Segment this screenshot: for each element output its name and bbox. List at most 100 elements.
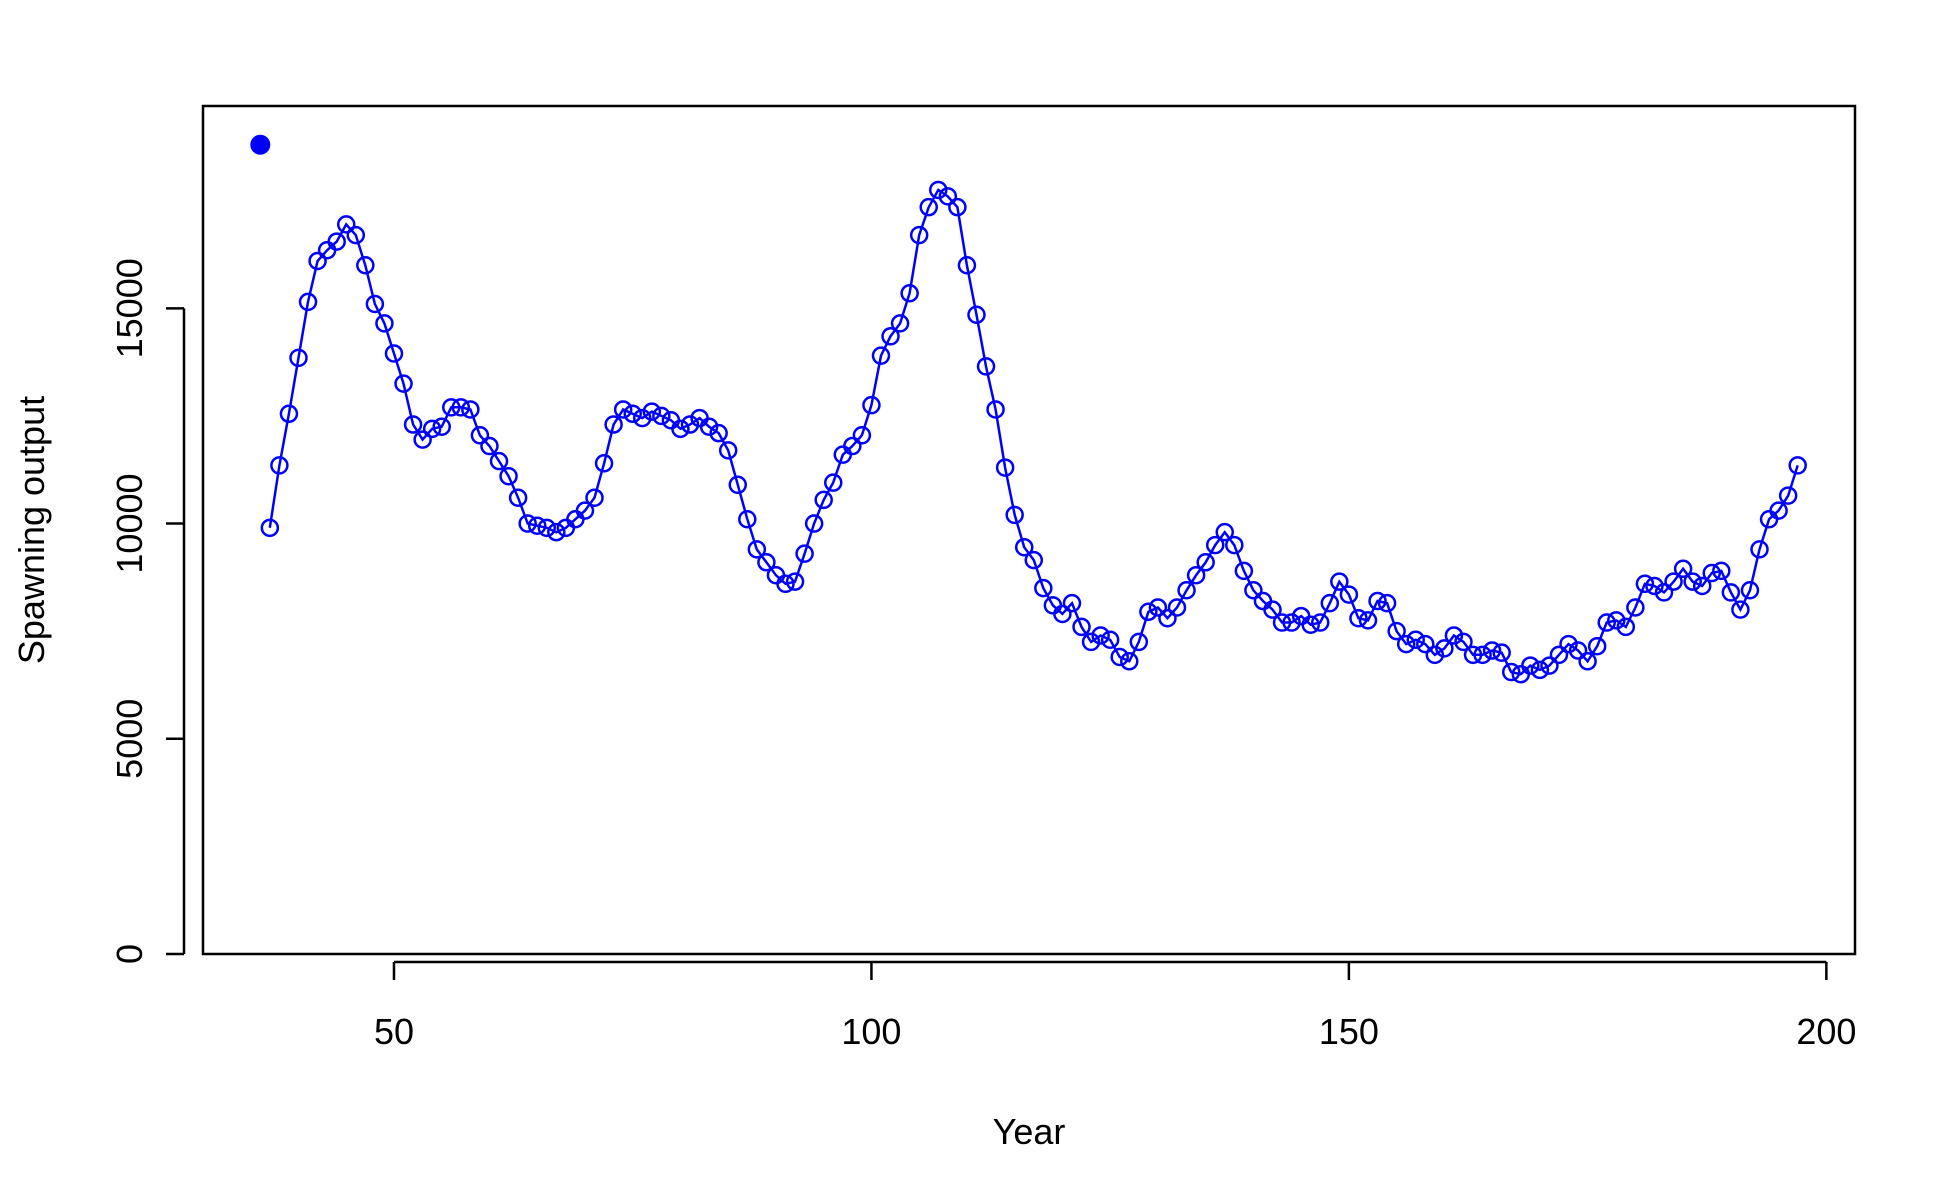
data-point (881, 327, 900, 346)
data-point (1444, 626, 1464, 645)
data-point (823, 473, 843, 492)
data-point (470, 426, 490, 445)
data-point (1549, 645, 1569, 665)
data-point (613, 400, 633, 419)
data-point (852, 426, 872, 445)
data-point (1540, 656, 1559, 675)
data-point (1330, 572, 1349, 591)
data-point (1501, 662, 1521, 682)
data-point (1014, 537, 1034, 557)
data-point (1387, 621, 1406, 641)
data-point (929, 180, 948, 200)
data-point (652, 406, 671, 426)
x-tick-label: 200 (1796, 1011, 1856, 1052)
data-point (480, 436, 499, 456)
data-point (1626, 598, 1645, 617)
data-point (938, 187, 958, 206)
data-point (1454, 632, 1473, 652)
x-tick-label: 150 (1319, 1011, 1379, 1052)
data-point (1769, 501, 1788, 520)
data-point (547, 522, 566, 542)
data-point (909, 225, 929, 245)
data-point (1463, 645, 1483, 665)
x-axis-title: Year (993, 1111, 1066, 1152)
data-point (1205, 535, 1225, 555)
data-point (1225, 535, 1244, 555)
data-point (604, 415, 623, 434)
virgin-point (250, 134, 271, 155)
data-point (1339, 585, 1359, 604)
data-point (1692, 576, 1712, 596)
data-point (375, 314, 394, 333)
data-point (1167, 598, 1187, 617)
data-point (1616, 617, 1636, 637)
data-point (1587, 636, 1607, 656)
data-point (260, 518, 280, 538)
data-point (718, 441, 738, 460)
data-point (862, 395, 881, 415)
data-point (1664, 572, 1683, 591)
data-point (1024, 550, 1044, 570)
data-point (900, 283, 919, 303)
data-point (1186, 565, 1206, 585)
data-point (1683, 572, 1702, 591)
data-point (384, 344, 404, 363)
data-point (413, 430, 432, 449)
data-point (1377, 593, 1397, 613)
data-point (1358, 611, 1378, 630)
data-point (785, 572, 805, 591)
data-point (1310, 613, 1330, 632)
data-point (279, 404, 299, 424)
x-axis: 50 100 150 200 (374, 960, 1856, 1052)
data-point (728, 475, 748, 495)
data-point (1578, 652, 1597, 671)
data-point (1072, 617, 1091, 637)
series-line (268, 188, 1799, 676)
data-point (1349, 608, 1368, 628)
data-point (680, 415, 700, 434)
data-point (1559, 634, 1578, 654)
data-point (1263, 600, 1282, 619)
data-point (1234, 561, 1254, 581)
y-axis-title: Spawning output (11, 396, 52, 664)
data-point (1110, 647, 1129, 667)
data-point (633, 408, 652, 428)
data-point (1607, 611, 1626, 630)
data-point (1788, 456, 1807, 475)
data-point (1272, 613, 1292, 632)
data-point (442, 398, 461, 417)
data-point (518, 514, 537, 533)
data-point (1034, 578, 1053, 598)
data-point (1521, 656, 1540, 675)
data-point (871, 346, 891, 365)
data-point (1148, 598, 1168, 617)
data-point (356, 256, 375, 275)
data-point (1568, 641, 1588, 660)
data-point (499, 466, 518, 486)
data-point (1100, 630, 1120, 650)
data-point (757, 553, 776, 572)
data-point (537, 518, 557, 538)
data-point (1597, 613, 1616, 632)
data-point (1425, 645, 1445, 665)
series-layer (250, 134, 1807, 684)
data-point (1721, 583, 1741, 602)
data-point (346, 225, 366, 245)
data-point (1435, 639, 1454, 658)
data-point (890, 314, 910, 333)
data-point (1120, 652, 1139, 671)
data-point (1731, 600, 1750, 619)
x-tick-label: 100 (841, 1011, 901, 1052)
data-point (1282, 613, 1301, 632)
data-point (948, 197, 967, 217)
data-point (1750, 540, 1769, 559)
data-point (986, 400, 1005, 419)
data-point (594, 454, 614, 473)
data-point (1081, 632, 1101, 652)
data-point (1244, 581, 1263, 600)
data-point (1053, 604, 1072, 624)
data-point (422, 419, 442, 439)
data-point (432, 417, 451, 436)
data-point (1778, 486, 1798, 505)
data-point (795, 544, 814, 563)
